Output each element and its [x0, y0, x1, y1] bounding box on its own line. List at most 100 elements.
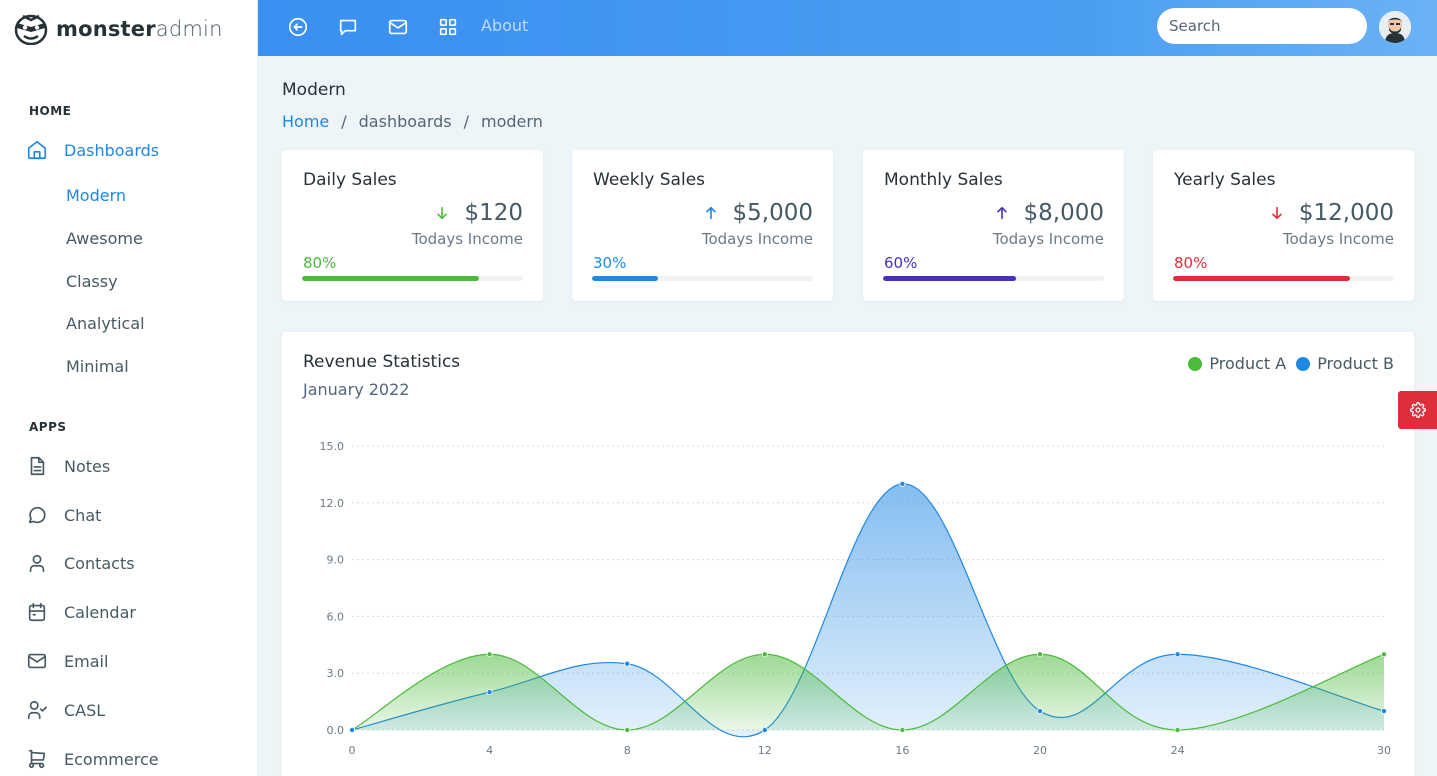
stat-amount: $12,000 — [1298, 200, 1394, 226]
stat-card-weekly: Weekly Sales $5,000 Todays Income 30% — [572, 150, 833, 301]
sidebar-item-dashboards[interactable]: Dashboards — [26, 136, 159, 164]
sidebar-item-label: Calendar — [64, 602, 136, 622]
sidebar-subitem-awesome[interactable]: Awesome — [66, 229, 143, 248]
about-link[interactable]: About — [481, 16, 529, 35]
mail-icon[interactable] — [387, 16, 409, 38]
stat-title: Monthly Sales — [884, 170, 1003, 190]
progress-fill — [302, 276, 479, 281]
breadcrumb: Home / dashboards / modern — [282, 112, 543, 131]
sidebar-item-label: Chat — [64, 505, 102, 525]
x-tick-label: 24 — [1171, 744, 1185, 757]
stat-amount: $8,000 — [1023, 200, 1104, 226]
progress-track — [592, 276, 813, 281]
stat-card-monthly: Monthly Sales $8,000 Todays Income 60% — [863, 150, 1124, 301]
user-icon — [29, 554, 45, 573]
apps-grid-icon[interactable] — [437, 16, 459, 38]
monster-logo-icon — [14, 14, 48, 45]
cart-icon — [28, 749, 46, 769]
breadcrumb-dashboards[interactable]: dashboards — [358, 112, 452, 131]
calendar-icon — [28, 602, 46, 622]
sidebar-item-notes[interactable]: Notes — [26, 452, 110, 480]
notes-icon — [30, 456, 45, 476]
sidebar: monsteradmin HOME Dashboards Modern Awes… — [0, 0, 258, 776]
sidebar-item-ecommerce[interactable]: Ecommerce — [26, 745, 159, 773]
data-point — [1381, 651, 1388, 658]
arrow-up-icon — [705, 206, 716, 220]
y-tick-label: 6.0 — [327, 610, 345, 623]
sidebar-item-casl[interactable]: CASL — [26, 696, 105, 724]
x-tick-label: 20 — [1033, 744, 1047, 757]
revenue-statistics-card: Revenue Statistics January 2022 Product … — [282, 332, 1414, 776]
stat-percent: 60% — [884, 254, 918, 272]
stat-value: $8,000 — [994, 200, 1104, 226]
user-avatar-icon — [1379, 11, 1411, 43]
data-point — [624, 726, 631, 733]
stat-value: $120 — [434, 200, 523, 226]
sidebar-subitem-modern[interactable]: Modern — [66, 186, 127, 205]
sidebar-item-label: Notes — [64, 456, 111, 476]
stat-subtitle: Todays Income — [701, 230, 813, 248]
progress-fill — [1173, 276, 1350, 281]
data-point — [1174, 726, 1181, 733]
stat-card-yearly: Yearly Sales $12,000 Todays Income 80% — [1153, 150, 1414, 301]
x-tick-label: 4 — [486, 744, 493, 757]
chat-icon — [28, 506, 46, 524]
sidebar-item-label: Ecommerce — [64, 749, 159, 769]
brand-name: monsteradmin — [56, 17, 223, 41]
sidebar-item-email[interactable]: Email — [26, 647, 108, 675]
data-point — [761, 651, 768, 658]
progress-track — [302, 276, 523, 281]
home-section-label: HOME — [29, 104, 72, 118]
legend-dot — [1188, 356, 1203, 371]
legend-item-product-a[interactable]: Product A — [1188, 354, 1286, 373]
y-tick-label: 15.0 — [320, 440, 345, 453]
stat-value: $5,000 — [703, 200, 813, 226]
data-point — [899, 726, 906, 733]
search-input[interactable] — [1157, 8, 1367, 44]
brand-logo[interactable]: monsteradmin — [14, 12, 223, 46]
sidebar-subitem-minimal[interactable]: Minimal — [66, 357, 129, 376]
sidebar-item-chat[interactable]: Chat — [26, 501, 101, 529]
stat-subtitle: Todays Income — [411, 230, 523, 248]
series-line-product-b — [351, 483, 1385, 738]
arrow-left-circle-icon[interactable] — [287, 16, 309, 38]
y-tick-label: 9.0 — [327, 554, 345, 567]
x-tick-label: 0 — [349, 744, 356, 757]
sidebar-item-calendar[interactable]: Calendar — [26, 598, 136, 626]
revenue-area-chart: 0.0 3.0 6.0 9.0 12.0 15.0 0 4 8 12 16 20 24 30 — [320, 440, 1392, 757]
message-icon[interactable] — [337, 16, 359, 38]
gear-icon — [1409, 402, 1426, 418]
data-point — [761, 726, 768, 733]
sidebar-item-label: Contacts — [64, 553, 135, 573]
data-point — [1381, 708, 1388, 715]
breadcrumb-home[interactable]: Home — [282, 112, 330, 131]
legend-item-product-b[interactable]: Product B — [1296, 354, 1394, 373]
stat-title: Yearly Sales — [1174, 170, 1276, 190]
legend-label: Product B — [1317, 354, 1394, 373]
stat-value: $12,000 — [1269, 200, 1394, 226]
stat-subtitle: Todays Income — [1282, 230, 1394, 248]
data-point — [1037, 708, 1044, 715]
data-point — [899, 480, 906, 487]
y-tick-label: 12.0 — [320, 497, 345, 510]
stat-percent: 80% — [1174, 254, 1208, 272]
stat-amount: $5,000 — [732, 200, 813, 226]
data-point — [486, 651, 493, 658]
arrow-down-icon — [1272, 206, 1282, 220]
topbar: About — [258, 0, 1437, 56]
sidebar-item-label: CASL — [64, 700, 106, 720]
data-point — [349, 726, 356, 733]
legend-dot — [1296, 356, 1311, 371]
settings-button[interactable] — [1398, 391, 1437, 429]
sidebar-item-label: Dashboards — [64, 140, 160, 160]
stat-card-daily: Daily Sales $120 Todays Income 80% — [282, 150, 543, 301]
legend-label: Product A — [1209, 354, 1287, 373]
progress-fill — [883, 276, 1016, 281]
x-tick-label: 16 — [895, 744, 909, 757]
sidebar-item-contacts[interactable]: Contacts — [26, 549, 135, 577]
sidebar-subitem-classy[interactable]: Classy — [66, 272, 118, 291]
data-point — [624, 660, 631, 667]
x-tick-label: 12 — [758, 744, 772, 757]
sidebar-subitem-analytical[interactable]: Analytical — [66, 314, 145, 333]
avatar[interactable] — [1379, 11, 1411, 43]
